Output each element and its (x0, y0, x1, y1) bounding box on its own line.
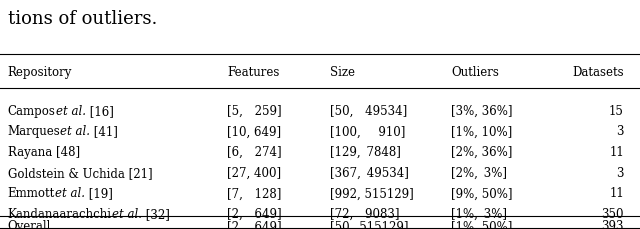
Text: [9%, 50%]: [9%, 50%] (451, 187, 513, 200)
Text: [2%, 3%]: [2%, 3%] (451, 166, 507, 179)
Text: Rayana [48]: Rayana [48] (8, 145, 80, 158)
Text: Marques: Marques (8, 125, 60, 138)
Text: [129, 7848]: [129, 7848] (330, 145, 401, 158)
Text: tions of outliers.: tions of outliers. (8, 10, 157, 28)
Text: 3: 3 (616, 125, 624, 138)
Text: 11: 11 (609, 145, 624, 158)
Text: Outliers: Outliers (451, 65, 499, 78)
Text: Size: Size (330, 65, 355, 78)
Text: [2%, 36%]: [2%, 36%] (451, 145, 513, 158)
Text: 3: 3 (616, 166, 624, 179)
Text: [3%, 36%]: [3%, 36%] (451, 104, 513, 117)
Text: [16]: [16] (86, 104, 113, 117)
Text: et al.: et al. (56, 104, 86, 117)
Text: [100,   910]: [100, 910] (330, 125, 405, 138)
Text: [50, 515129]: [50, 515129] (330, 219, 408, 229)
Text: [1%, 3%]: [1%, 3%] (451, 207, 507, 220)
Text: [72,  9083]: [72, 9083] (330, 207, 399, 220)
Text: et al.: et al. (112, 207, 141, 220)
Text: [5,  259]: [5, 259] (227, 104, 282, 117)
Text: [27, 400]: [27, 400] (227, 166, 282, 179)
Text: Overall: Overall (8, 219, 51, 229)
Text: [367, 49534]: [367, 49534] (330, 166, 408, 179)
Text: [19]: [19] (85, 187, 113, 200)
Text: Campos: Campos (8, 104, 56, 117)
Text: et al.: et al. (55, 187, 85, 200)
Text: Emmott: Emmott (8, 187, 55, 200)
Text: [7,  128]: [7, 128] (227, 187, 282, 200)
Text: [992, 515129]: [992, 515129] (330, 187, 413, 200)
Text: [2,  649]: [2, 649] (227, 219, 282, 229)
Text: [41]: [41] (90, 125, 118, 138)
Text: [1%, 50%]: [1%, 50%] (451, 219, 513, 229)
Text: Datasets: Datasets (572, 65, 624, 78)
Text: 15: 15 (609, 104, 624, 117)
Text: Repository: Repository (8, 65, 72, 78)
Text: [32]: [32] (141, 207, 170, 220)
Text: et al.: et al. (60, 125, 90, 138)
Text: Kandanaarachchi: Kandanaarachchi (8, 207, 112, 220)
Text: Features: Features (227, 65, 280, 78)
Text: 350: 350 (602, 207, 624, 220)
Text: [2,  649]: [2, 649] (227, 207, 282, 220)
Text: 11: 11 (609, 187, 624, 200)
Text: [50,  49534]: [50, 49534] (330, 104, 407, 117)
Text: Goldstein & Uchida [21]: Goldstein & Uchida [21] (8, 166, 152, 179)
Text: 393: 393 (602, 219, 624, 229)
Text: [1%, 10%]: [1%, 10%] (451, 125, 513, 138)
Text: [6,  274]: [6, 274] (227, 145, 282, 158)
Text: [10, 649]: [10, 649] (227, 125, 282, 138)
